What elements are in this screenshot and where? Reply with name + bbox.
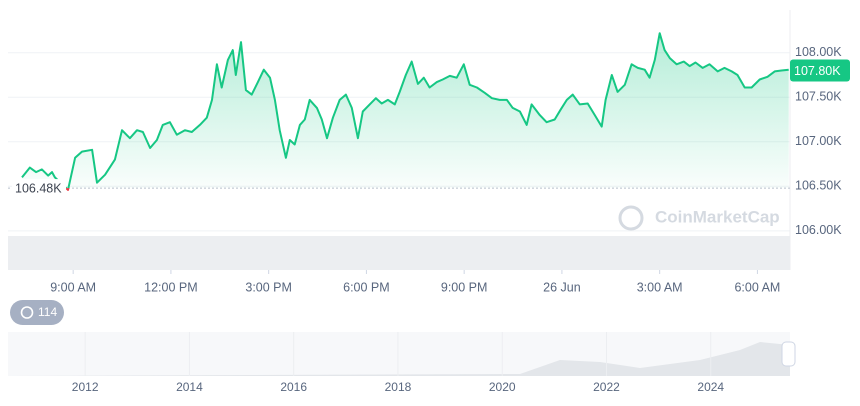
overview-tick-label: 2014 <box>176 380 203 394</box>
price-tag <box>790 59 850 82</box>
overview-shape <box>8 342 790 376</box>
x-tick-label: 6:00 PM <box>343 280 390 294</box>
overview-tick-label: 2018 <box>385 380 412 394</box>
y-tick-label: 106.50K <box>795 179 842 193</box>
x-tick-label: 26 Jun <box>543 280 581 294</box>
reference-label: 106.48K <box>15 181 62 195</box>
y-tick-label: 108.00K <box>795 45 842 59</box>
y-tick-label: 106.00K <box>795 223 842 237</box>
overview-handle[interactable] <box>781 341 796 367</box>
badge-icon <box>20 306 34 319</box>
y-tick-label: 107.00K <box>795 134 842 148</box>
badge[interactable] <box>10 300 64 325</box>
x-tick-label: 12:00 PM <box>144 280 198 294</box>
badge-label: 114 <box>38 305 57 319</box>
overview-tick-label: 2022 <box>593 380 620 394</box>
y-tick-label: 107.50K <box>795 90 842 104</box>
x-tick-label: 9:00 AM <box>50 280 96 294</box>
reference-label-bg <box>12 179 66 198</box>
x-tick-label: 9:00 PM <box>441 280 488 294</box>
overview-tick-label: 2020 <box>489 380 516 394</box>
price-tag-label: 107.80K <box>794 64 841 78</box>
volume-band <box>8 236 790 270</box>
overview-tick-label: 2024 <box>697 380 724 394</box>
watermark-logo <box>618 205 644 231</box>
x-tick-label: 3:00 PM <box>245 280 292 294</box>
overview-tick-label: 2016 <box>280 380 307 394</box>
area <box>22 33 789 189</box>
watermark: CoinMarketCap <box>655 207 780 226</box>
overview-tick-label: 2012 <box>72 380 99 394</box>
x-tick-label: 6:00 AM <box>734 280 780 294</box>
price-line <box>21 32 789 189</box>
x-tick-label: 3:00 AM <box>637 280 683 294</box>
